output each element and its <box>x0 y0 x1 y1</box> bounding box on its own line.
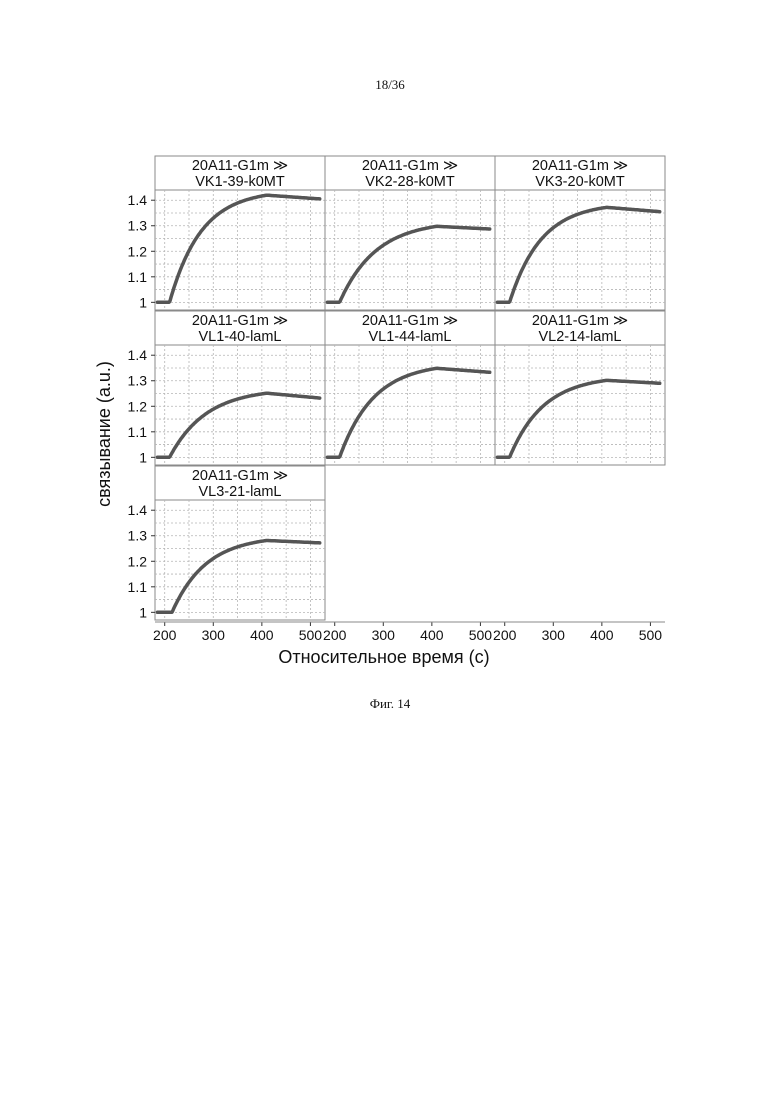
facet-title-line1: 20A11-G1m ≫ <box>362 313 458 329</box>
facet-title-line2: VL1-44-lamL <box>368 329 451 345</box>
facet-title-line1: 20A11-G1m ≫ <box>192 313 288 329</box>
facet-panel: 20A11-G1m ≫VL1-44-lamL <box>325 311 495 465</box>
x-tick-label: 300 <box>542 627 566 643</box>
facet-panel: 20A11-G1m ≫VK1-39-k0MT 1 1.1 1.2 1.3 1.4 <box>128 156 325 310</box>
y-tick-label: 1.4 <box>128 192 148 208</box>
y-tick-label: 1.1 <box>128 269 148 285</box>
plot-area <box>325 345 495 465</box>
x-tick-label: 200 <box>323 627 347 643</box>
facet-title-line1: 20A11-G1m ≫ <box>532 158 628 174</box>
facet-title-line1: 20A11-G1m ≫ <box>192 158 288 174</box>
plot-area <box>495 345 665 465</box>
x-tick-label: 300 <box>372 627 396 643</box>
facet-title-line1: 20A11-G1m ≫ <box>192 468 288 484</box>
y-tick-label: 1.1 <box>128 579 148 595</box>
facet-panel: 20A11-G1m ≫VL3-21-lamL 1 1.1 1.2 1.3 1.4 <box>128 466 325 620</box>
facet-title-line2: VK1-39-k0MT <box>195 174 285 190</box>
x-axis-title: Относительное время (с) <box>278 647 489 667</box>
x-tick-label: 300 <box>202 627 226 643</box>
facet-title-line1: 20A11-G1m ≫ <box>362 158 458 174</box>
x-tick-label: 400 <box>250 627 274 643</box>
plot-area <box>495 190 665 310</box>
facet-title-line2: VK2-28-k0MT <box>365 174 455 190</box>
facet-title-line2: VK3-20-k0MT <box>535 174 625 190</box>
plot-area <box>155 190 325 310</box>
facet-title-line1: 20A11-G1m ≫ <box>532 313 628 329</box>
facet-panel: 20A11-G1m ≫VL2-14-lamL <box>495 311 665 465</box>
facet-panel: 20A11-G1m ≫VK3-20-k0MT <box>495 156 665 310</box>
y-tick-label: 1.2 <box>128 398 148 414</box>
x-tick-label: 200 <box>493 627 517 643</box>
x-tick-label: 200 <box>153 627 177 643</box>
facet-panel: 20A11-G1m ≫VK2-28-k0MT <box>325 156 495 310</box>
figure-caption: Фиг. 14 <box>0 696 780 712</box>
facet-panel: 20A11-G1m ≫VL1-40-lamL 1 1.1 1.2 1.3 1.4 <box>128 311 325 465</box>
y-tick-label: 1.2 <box>128 553 148 569</box>
y-tick-label: 1.4 <box>128 502 148 518</box>
y-tick-label: 1.3 <box>128 218 148 234</box>
x-tick-label: 400 <box>590 627 614 643</box>
y-tick-label: 1 <box>139 449 147 465</box>
plot-area <box>155 345 325 465</box>
y-tick-label: 1.3 <box>128 373 148 389</box>
plot-area <box>325 190 495 310</box>
plot-area <box>155 500 325 620</box>
x-tick-label: 500 <box>299 627 323 643</box>
y-tick-label: 1.2 <box>128 243 148 259</box>
x-tick-label: 500 <box>469 627 493 643</box>
facet-title-line2: VL1-40-lamL <box>198 329 281 345</box>
facet-title-line2: VL2-14-lamL <box>538 329 621 345</box>
y-tick-label: 1.4 <box>128 347 148 363</box>
facet-title-line2: VL3-21-lamL <box>198 484 281 500</box>
y-tick-label: 1.1 <box>128 424 148 440</box>
x-tick-label: 500 <box>639 627 663 643</box>
y-tick-label: 1.3 <box>128 528 148 544</box>
y-tick-label: 1 <box>139 604 147 620</box>
y-tick-label: 1 <box>139 294 147 310</box>
y-axis-title: связывание (a.u.) <box>94 361 114 507</box>
x-tick-label: 400 <box>420 627 444 643</box>
